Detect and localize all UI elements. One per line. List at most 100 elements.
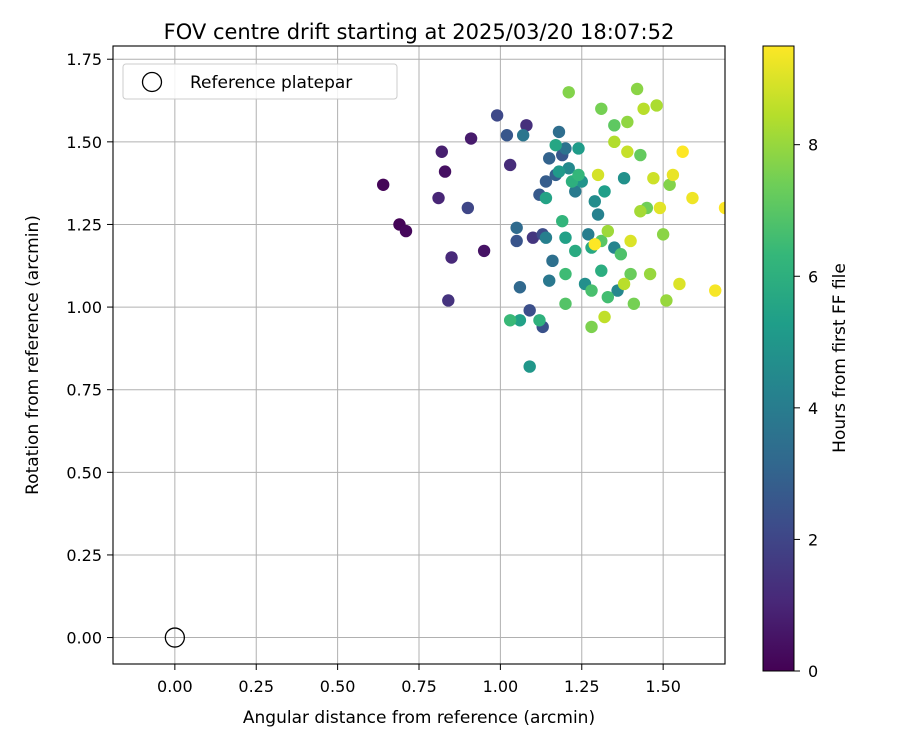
x-tick-label: 1.00 [483, 677, 519, 696]
legend-marker-icon [141, 71, 163, 93]
data-point [500, 129, 514, 142]
data-point [559, 231, 572, 244]
data-point [543, 274, 556, 287]
data-point [572, 168, 585, 182]
legend-box [122, 63, 398, 100]
colorbar-label: Hours from first FF file [830, 263, 850, 453]
data-point [549, 138, 562, 152]
x-tick-label: 1.50 [645, 677, 681, 696]
data-point [516, 129, 530, 142]
x-tick-label: 1.25 [564, 677, 600, 696]
data-point [552, 165, 566, 178]
x-axis-ticks: 0.00 0.25 0.50 0.75 1.00 1.25 1.50 [157, 664, 681, 696]
data-point [510, 221, 523, 234]
data-point [552, 125, 566, 139]
y-tick-label: 0.50 [66, 463, 102, 482]
data-point [601, 290, 615, 304]
data-point [490, 109, 504, 122]
data-point [559, 297, 572, 310]
data-point [686, 191, 699, 205]
data-point [543, 152, 556, 165]
y-tick-label: 1.75 [66, 50, 102, 69]
colorbar: 0 2 4 6 8 Hours from first FF file [762, 45, 850, 681]
data-point [533, 314, 546, 327]
data-point [503, 158, 517, 172]
data-point [539, 175, 553, 188]
data-point [630, 82, 644, 96]
data-point [562, 86, 575, 99]
data-point [621, 115, 634, 129]
data-point [608, 135, 621, 149]
reference-platepar-marker [164, 627, 186, 648]
data-point [653, 201, 667, 215]
grid-lines [113, 46, 725, 664]
y-tick-label: 0.00 [66, 629, 102, 648]
chart-title: FOV centre drift starting at 2025/03/20 … [164, 20, 675, 44]
y-axis-ticks: 0.00 0.25 0.50 0.75 1.00 1.25 1.50 1.75 [66, 50, 113, 648]
data-point [588, 195, 601, 208]
data-point [676, 145, 689, 158]
data-point [621, 145, 634, 158]
scatter-points [376, 82, 725, 373]
data-point [569, 185, 582, 198]
colorbar-ticks: 0 2 4 6 8 [794, 136, 818, 681]
data-point [608, 119, 621, 132]
data-point [569, 244, 582, 258]
data-point [673, 277, 686, 291]
data-point [591, 168, 605, 182]
data-point [539, 191, 553, 205]
data-point [634, 205, 647, 218]
data-point [399, 224, 413, 238]
data-point [520, 119, 533, 132]
data-point [556, 214, 569, 228]
x-tick-label: 0.25 [238, 677, 274, 696]
x-tick-label: 0.00 [157, 677, 193, 696]
data-point [617, 277, 631, 291]
data-point [539, 231, 553, 244]
data-point [595, 264, 608, 277]
data-point [559, 267, 572, 281]
data-point [634, 148, 647, 162]
data-point [513, 314, 527, 327]
data-point [666, 168, 680, 182]
data-point [718, 201, 725, 215]
data-point [647, 171, 660, 185]
data-point [513, 281, 527, 294]
data-point [595, 102, 608, 115]
y-tick-label: 1.25 [66, 215, 102, 234]
data-point [438, 165, 452, 178]
data-point [432, 191, 445, 205]
data-point [601, 224, 615, 238]
data-point [709, 284, 722, 297]
data-point [585, 320, 598, 334]
data-point [591, 208, 605, 221]
data-point [523, 360, 536, 373]
y-tick-label: 0.25 [66, 546, 102, 565]
data-point [445, 251, 458, 264]
data-point [562, 162, 575, 175]
data-point [376, 178, 390, 192]
data-point [477, 244, 491, 258]
data-point [637, 102, 650, 115]
x-axis-label: Angular distance from reference (arcmin) [243, 708, 595, 728]
data-point [650, 99, 663, 112]
data-point [656, 228, 670, 241]
data-point [461, 201, 475, 215]
data-point [559, 142, 572, 155]
data-point [572, 142, 585, 155]
data-point [503, 314, 517, 327]
colorbar-tick-label: 0 [808, 662, 818, 681]
data-point [598, 310, 611, 324]
data-point [624, 234, 637, 248]
data-point [442, 294, 455, 307]
x-tick-label: 0.50 [320, 677, 356, 696]
data-point [627, 297, 641, 310]
data-point [464, 132, 478, 145]
data-point [614, 248, 628, 261]
colorbar-tick-label: 8 [808, 136, 818, 155]
x-tick-label: 0.75 [401, 677, 437, 696]
colorbar-tick-label: 2 [808, 530, 818, 549]
data-point [582, 228, 595, 241]
